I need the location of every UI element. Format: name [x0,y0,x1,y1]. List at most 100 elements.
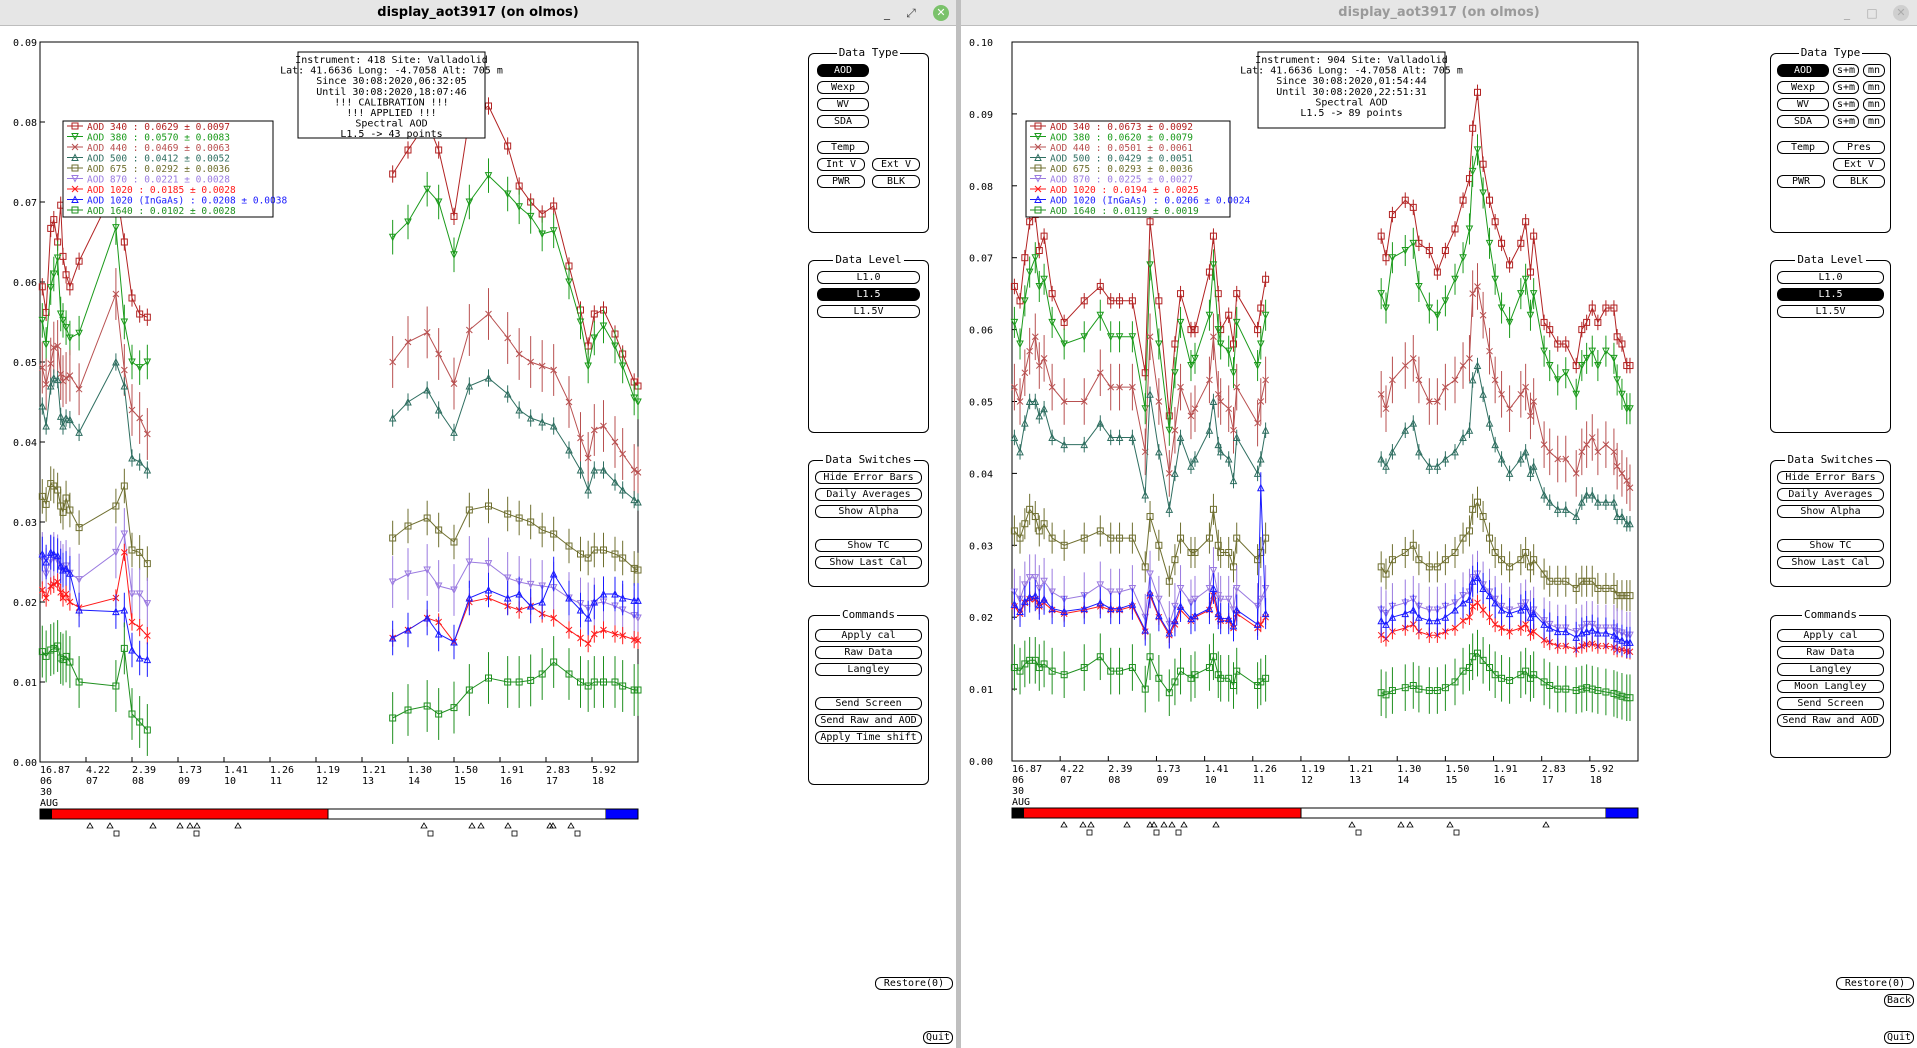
data-point [53,551,62,560]
mn-toggle-button[interactable]: mn [1863,64,1885,77]
sda-button[interactable]: SDA [817,115,869,128]
mn-toggle-button[interactable]: mn [1863,98,1885,111]
maximize-icon[interactable]: ⤢ [906,6,916,20]
data-point [1626,405,1634,413]
data-point [136,718,144,726]
data-point [1433,687,1441,695]
hide-error-bars-button[interactable]: Hide Error Bars [1777,471,1884,484]
show-last-cal-button[interactable]: Show Last Cal [815,556,922,569]
l10-button[interactable]: L1.0 [1777,271,1884,284]
data-point [50,644,58,652]
quit-button[interactable]: Quit [923,1031,953,1044]
sm-toggle-button[interactable]: s+m [1833,81,1859,94]
titlebar-right[interactable]: display_aot3917 (on olmos) _ □ ✕ [961,0,1917,26]
timeline-marker [1086,829,1093,836]
l15-button[interactable]: L1.5 [817,288,920,301]
send-raw-and-aod-button[interactable]: Send Raw and AOD [1777,714,1884,727]
data-point [450,251,458,259]
show-alpha-button[interactable]: Show Alpha [1777,505,1884,518]
minimize-icon[interactable]: _ [884,6,890,20]
moon-langley-button[interactable]: Moon Langley [1777,680,1884,693]
back-button[interactable]: Back [1884,994,1914,1007]
data-point [1618,636,1626,644]
ext-v-button[interactable]: Ext V [872,158,920,171]
blk-button[interactable]: BLK [1833,175,1885,188]
titlebar-left[interactable]: display_aot3917 (on olmos) _ ⤢ ✕ [0,0,956,26]
sm-toggle-button[interactable]: s+m [1833,64,1859,77]
ext-v-button[interactable]: Ext V [1833,158,1885,171]
minimize-icon[interactable]: _ [1844,6,1850,20]
apply-time-shift-button[interactable]: Apply Time shift [815,731,922,744]
data-point [1473,146,1482,154]
data-point [1171,469,1179,477]
data-point [1401,196,1409,204]
wv-button[interactable]: WV [1777,98,1829,111]
data-point [1401,362,1409,369]
data-point [1096,653,1104,661]
data-point [1578,498,1586,506]
x-tick-label: 1.30 [1397,764,1421,775]
show-alpha-button[interactable]: Show Alpha [815,505,922,518]
langley-button[interactable]: Langley [1777,663,1884,676]
aod-button[interactable]: AOD [817,64,869,77]
data-point [38,549,47,558]
close-icon[interactable]: ✕ [1893,5,1909,21]
series-aod-500 [1010,357,1634,532]
show-tc-button[interactable]: Show TC [1777,539,1884,552]
raw-data-button[interactable]: Raw Data [815,646,922,659]
send-raw-and-aod-button[interactable]: Send Raw and AOD [815,714,922,727]
restore-button[interactable]: Restore(0) [1836,977,1914,990]
pwr-button[interactable]: PWR [817,175,865,188]
hide-error-bars-button[interactable]: Hide Error Bars [815,471,922,484]
restore-button[interactable]: Restore(0) [875,977,953,990]
sm-toggle-button[interactable]: s+m [1833,98,1859,111]
send-screen-button[interactable]: Send Screen [815,697,922,710]
x-hour-label: 16 [500,776,512,787]
apply-cal-button[interactable]: Apply cal [1777,629,1884,642]
wv-button[interactable]: WV [817,98,869,111]
apply-cal-button[interactable]: Apply cal [815,629,922,642]
data-point [423,185,431,194]
sda-button[interactable]: SDA [1777,115,1829,128]
aod-chart-left[interactable]: 0.00 0.01 0.02 0.03 0.04 0.05 0.06 0.07 0.08 0.09… [0,26,956,1048]
sm-toggle-button[interactable]: s+m [1833,115,1859,128]
series-line [392,105,639,387]
data-point [538,582,546,591]
daily-averages-button[interactable]: Daily Averages [1777,488,1884,501]
blk-button[interactable]: BLK [872,175,920,188]
aod-chart-right[interactable]: 0.00 0.01 0.02 0.03 0.04 0.05 0.06 0.07 0.08 0.09… [961,26,1917,1048]
close-icon[interactable]: ✕ [933,5,949,21]
send-screen-button[interactable]: Send Screen [1777,697,1884,710]
mn-toggle-button[interactable]: mn [1863,115,1885,128]
maximize-icon[interactable]: □ [1866,6,1878,20]
temp-button[interactable]: Temp [817,141,869,154]
data-point [1486,534,1494,542]
data-point [1469,124,1477,132]
pres-button[interactable]: Pres [1833,141,1885,154]
info-line: Instrument: 904 Site: Valladolid [1255,55,1448,66]
wexp-button[interactable]: Wexp [1777,81,1829,94]
int-v-button[interactable]: Int V [817,158,865,171]
data-point [634,398,642,407]
data-point [1425,462,1434,470]
show-tc-button[interactable]: Show TC [815,539,922,552]
l10-button[interactable]: L1.0 [817,271,920,284]
show-last-cal-button[interactable]: Show Last Cal [1777,556,1884,569]
mn-toggle-button[interactable]: mn [1863,81,1885,94]
daily-averages-button[interactable]: Daily Averages [815,488,922,501]
raw-data-button[interactable]: Raw Data [1777,646,1884,659]
data-point [1506,563,1514,571]
wexp-button[interactable]: Wexp [817,81,869,94]
legend-label: AOD 340 : 0.0629 ± 0.0097 [87,122,230,133]
pwr-button[interactable]: PWR [1777,175,1825,188]
info-line: Until 30:08:2020,18:07:46 [316,87,467,98]
quit-button[interactable]: Quit [1884,1031,1914,1044]
l15v-button[interactable]: L1.5V [1777,305,1884,318]
data-point [1491,671,1499,679]
aod-button[interactable]: AOD [1777,64,1829,77]
l15v-button[interactable]: L1.5V [817,305,920,318]
langley-button[interactable]: Langley [815,663,922,676]
temp-button[interactable]: Temp [1777,141,1829,154]
data-point [423,514,431,522]
l15-button[interactable]: L1.5 [1777,288,1884,301]
